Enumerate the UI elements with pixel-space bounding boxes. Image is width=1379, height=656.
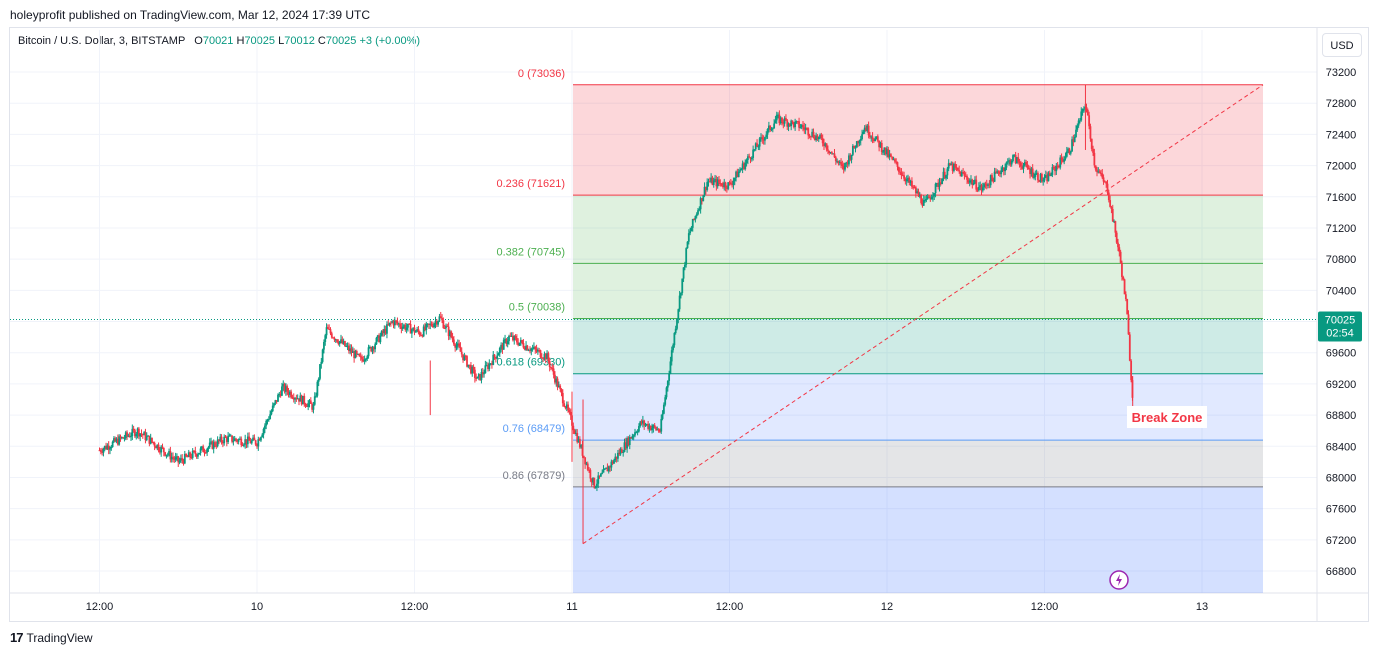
- chart-frame: [9, 27, 1369, 622]
- footer-brand: TradingView: [26, 630, 93, 645]
- low-label: L: [278, 35, 285, 47]
- symbol-title[interactable]: Bitcoin / U.S. Dollar, 3, BITSTAMP: [18, 35, 186, 47]
- change-value: +3 (+0.00%): [359, 35, 421, 47]
- close-value: 70025: [325, 35, 357, 47]
- tradingview-logo-icon: 17: [10, 630, 24, 645]
- open-label: O: [194, 35, 203, 47]
- high-label: H: [236, 35, 245, 47]
- currency-button[interactable]: USD: [1322, 33, 1362, 57]
- close-label: C: [317, 35, 326, 47]
- publish-line: holeyprofit published on TradingView.com…: [10, 8, 370, 22]
- high-value: 70025: [244, 35, 276, 47]
- low-value: 70012: [284, 35, 315, 47]
- open-value: 70021: [202, 35, 234, 47]
- chart-legend: Bitcoin / U.S. Dollar, 3, BITSTAMP O7002…: [18, 35, 420, 47]
- tradingview-footer[interactable]: 17 TradingView: [10, 630, 93, 645]
